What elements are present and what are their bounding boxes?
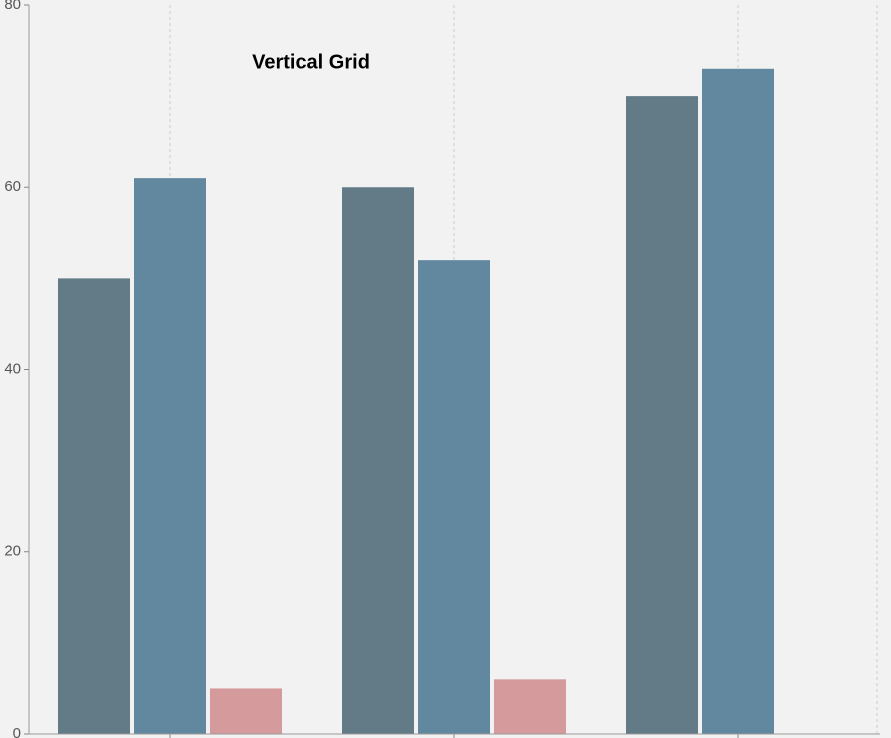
bar	[626, 96, 698, 734]
y-tick-label: 0	[13, 725, 21, 738]
bar	[134, 178, 206, 734]
bar	[58, 278, 130, 734]
bar	[418, 260, 490, 734]
chart-title: Vertical Grid	[252, 51, 370, 73]
bar	[494, 679, 566, 734]
y-tick-label: 60	[4, 178, 21, 195]
bar	[210, 688, 282, 734]
bar	[342, 187, 414, 734]
y-tick-label: 20	[4, 543, 21, 560]
bar	[702, 68, 774, 735]
y-tick-label: 80	[4, 0, 21, 13]
y-tick-label: 40	[4, 360, 21, 377]
